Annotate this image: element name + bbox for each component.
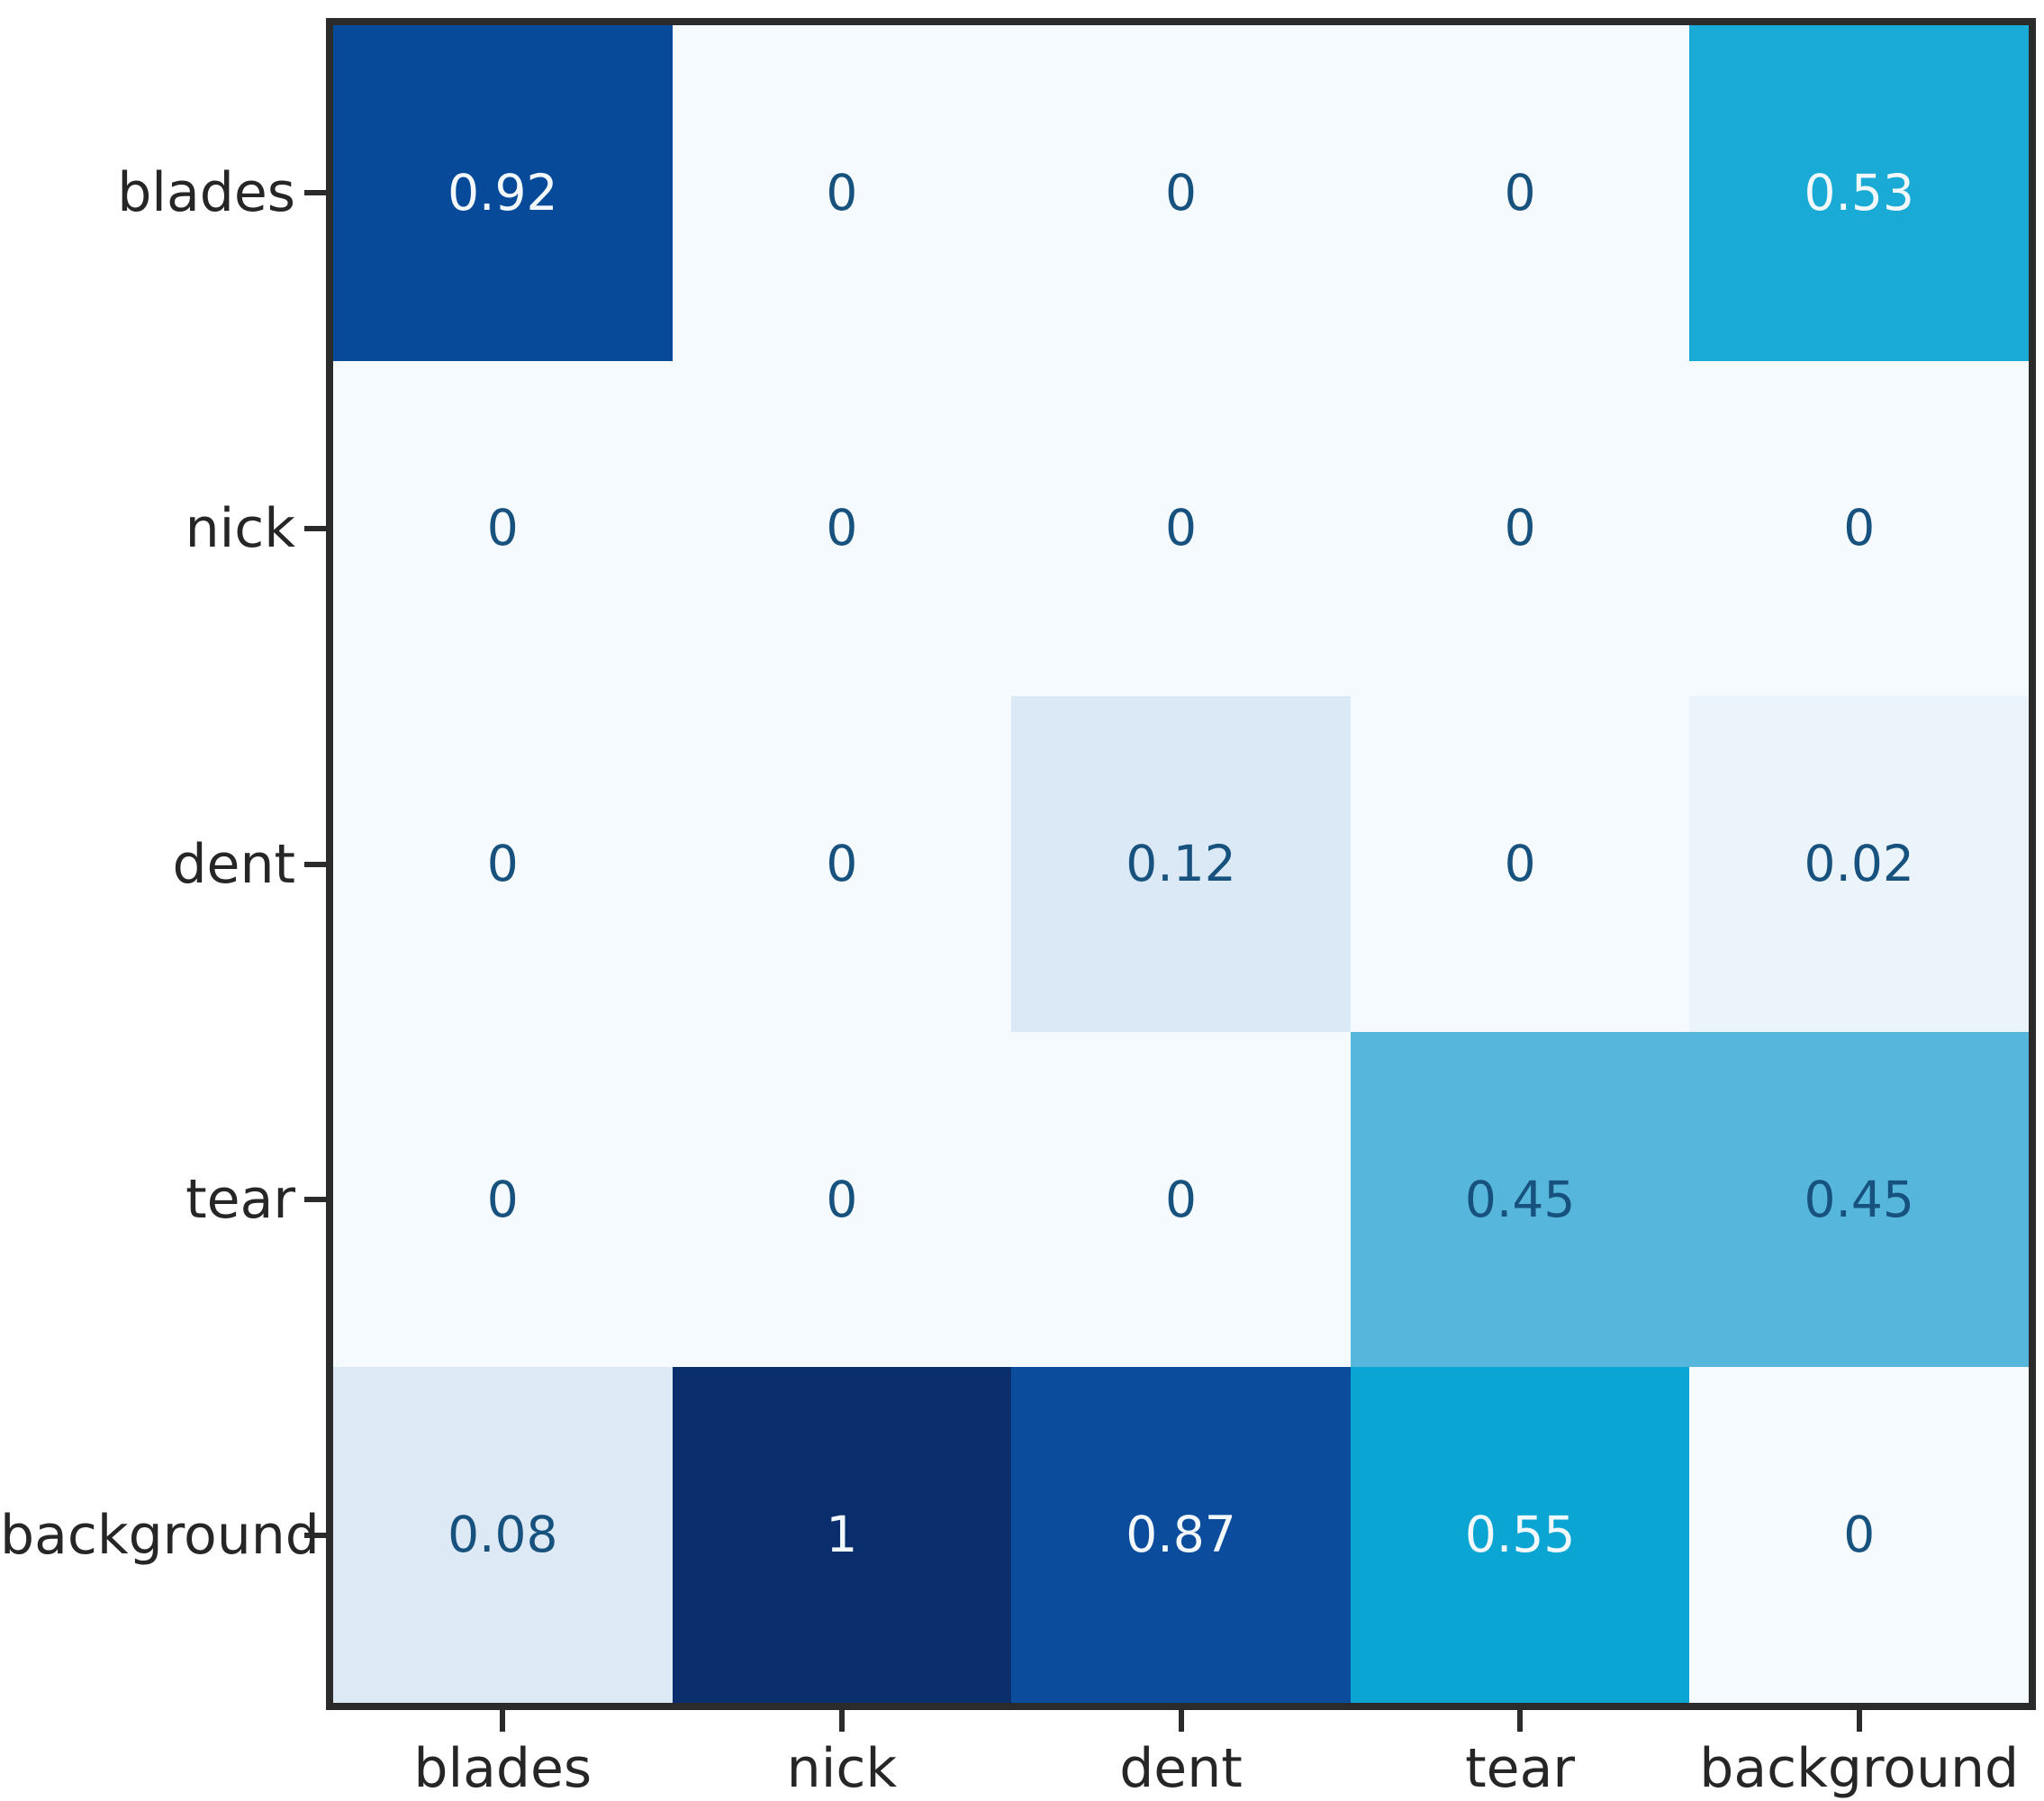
x-tick-mark-blades [500,1710,506,1732]
x-tick-label-dent: dent [1119,1737,1243,1800]
x-tick-label-blades: blades [413,1737,592,1800]
cell-blades-blades: 0.92 [333,25,673,361]
cell-value: 0.87 [1126,1506,1236,1564]
cell-tear-dent: 0 [1011,1031,1351,1368]
cell-background-dent: 0.87 [1011,1367,1351,1703]
cell-nick-nick: 0 [672,360,1012,697]
cell-value: 0 [826,499,858,557]
cell-value: 0 [826,163,858,222]
cell-value: 0 [1164,163,1197,222]
cell-value: 0.45 [1804,1170,1914,1228]
cell-tear-tear: 0.45 [1350,1031,1690,1368]
cell-background-tear: 0.55 [1350,1367,1690,1703]
cell-value: 0 [1843,499,1876,557]
cell-blades-dent: 0 [1011,25,1351,361]
cell-blades-background: 0.53 [1689,25,2029,361]
x-tick-label-tear: tear [1465,1737,1576,1800]
cell-value: 1 [826,1506,858,1564]
cell-value: 0.92 [448,163,558,222]
cell-blades-tear: 0 [1350,25,1690,361]
x-tick-mark-tear [1517,1710,1524,1732]
cell-value: 0 [486,499,519,557]
cell-background-background: 0 [1689,1367,2029,1703]
cell-dent-tear: 0 [1350,696,1690,1032]
cell-value: 0 [826,1170,858,1228]
cell-tear-background: 0.45 [1689,1031,2029,1368]
cell-value: 0.08 [448,1506,558,1564]
cell-dent-blades: 0 [333,696,673,1032]
heatmap-plot-area: 0.92 0 0 0 0.53 0 0 0 0 0 0 0 0.12 0 0.02 0 0 0 0.45 0.45 0.… [326,18,2036,1710]
cell-value: 0 [826,834,858,892]
y-tick-label-dent: dent [172,832,295,896]
y-tick-label-background: background [0,1503,320,1567]
cell-nick-tear: 0 [1350,360,1690,697]
cell-tear-nick: 0 [672,1031,1012,1368]
cell-value: 0 [1504,834,1536,892]
cell-value: 0 [1164,499,1197,557]
cell-value: 0 [1504,499,1536,557]
cell-value: 0.45 [1464,1170,1576,1228]
y-tick-mark-dent [304,861,326,867]
cell-value: 0.53 [1804,163,1914,222]
y-tick-mark-tear [304,1197,326,1203]
cell-value: 0.02 [1804,834,1914,892]
cell-value: 0 [486,1170,519,1228]
cell-dent-background: 0.02 [1689,696,2029,1032]
cell-blades-nick: 0 [672,25,1012,361]
y-tick-label-blades: blades [117,161,295,225]
cell-dent-nick: 0 [672,696,1012,1032]
cell-value: 0.12 [1126,834,1236,892]
cell-value: 0 [1843,1506,1876,1564]
cell-value: 0.55 [1464,1506,1576,1564]
cell-background-blades: 0.08 [333,1367,673,1703]
y-tick-label-tear: tear [185,1168,295,1232]
y-tick-mark-nick [304,525,326,531]
cell-nick-blades: 0 [333,360,673,697]
cell-value: 0 [1164,1170,1197,1228]
y-tick-mark-blades [304,190,326,196]
x-tick-mark-nick [838,1710,845,1732]
cell-background-nick: 1 [672,1367,1012,1703]
cell-value: 0 [486,834,519,892]
x-tick-mark-background [1856,1710,1862,1732]
cell-nick-background: 0 [1689,360,2029,697]
cell-value: 0 [1504,163,1536,222]
y-tick-mark-background [304,1532,326,1538]
y-tick-label-nick: nick [185,496,295,560]
cell-nick-dent: 0 [1011,360,1351,697]
x-tick-label-nick: nick [786,1737,898,1800]
x-tick-mark-dent [1178,1710,1184,1732]
cell-dent-dent: 0.12 [1011,696,1351,1032]
cell-tear-blades: 0 [333,1031,673,1368]
x-tick-label-background: background [1699,1737,2020,1800]
